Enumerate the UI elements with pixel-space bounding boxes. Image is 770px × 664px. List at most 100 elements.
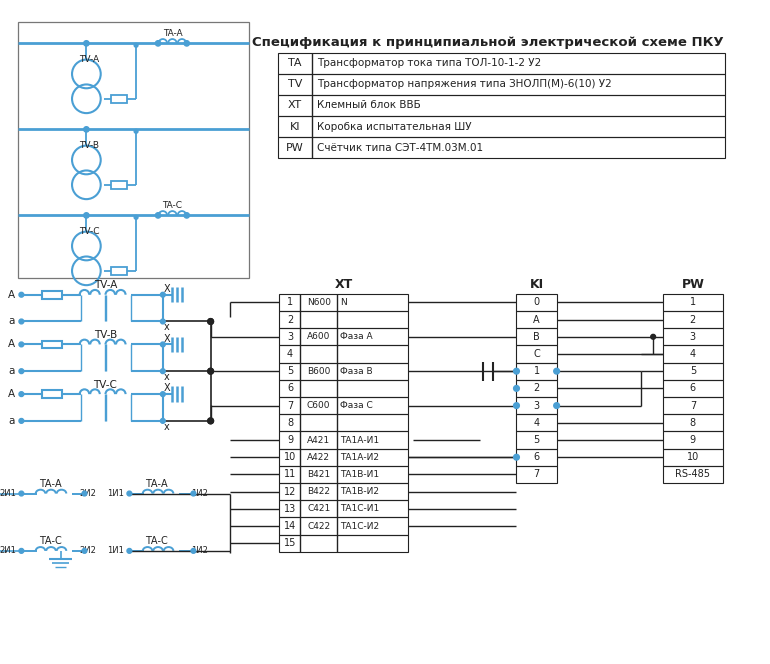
Circle shape [84,127,89,132]
Text: TV-C: TV-C [93,380,118,390]
Bar [280,397,408,414]
Text: 1: 1 [287,297,293,307]
Text: 5: 5 [287,366,293,376]
Circle shape [82,548,87,553]
Circle shape [84,212,89,218]
Text: 7: 7 [534,469,540,479]
Circle shape [160,319,166,324]
Text: TV-B: TV-B [94,330,117,340]
Bar [42,390,62,398]
Bar [517,345,557,363]
Text: ТА1А-И1: ТА1А-И1 [340,436,379,444]
Text: PW: PW [286,143,303,153]
Bar [517,432,557,449]
Text: 10: 10 [284,452,296,462]
Circle shape [554,369,560,374]
Bar [42,291,62,299]
Text: C422: C422 [307,521,330,531]
Bar [663,293,723,311]
Text: 6: 6 [287,383,293,393]
Text: XT: XT [335,278,353,291]
Bar [111,95,126,103]
Bar [517,414,557,432]
Text: TA-C: TA-C [162,201,182,210]
Text: 4: 4 [287,349,293,359]
Text: 3: 3 [690,332,696,342]
Text: A: A [534,315,540,325]
Bar [277,53,725,74]
Text: TV-C: TV-C [79,227,99,236]
Text: 5: 5 [690,366,696,376]
Bar [18,23,249,278]
Text: C421: C421 [307,505,330,513]
Text: 12: 12 [284,487,296,497]
Bar [663,432,723,449]
Circle shape [19,392,24,396]
Circle shape [191,491,196,496]
Bar [663,345,723,363]
Circle shape [191,548,196,553]
Bar [517,449,557,466]
Text: TV-A: TV-A [79,55,99,64]
Text: 2И1: 2И1 [0,489,16,498]
Bar [280,500,408,517]
Circle shape [19,369,24,374]
Bar [663,466,723,483]
Text: a: a [8,366,15,376]
Bar [517,380,557,397]
Text: 8: 8 [287,418,293,428]
Bar [280,328,408,345]
Circle shape [208,369,213,374]
Bar [517,466,557,483]
Bar [663,328,723,345]
Text: X: X [163,284,170,294]
Text: 2: 2 [534,383,540,393]
Text: A422: A422 [307,453,330,461]
Bar [280,311,408,328]
Bar [277,137,725,158]
Circle shape [208,319,213,324]
Text: ТА1В-И1: ТА1В-И1 [340,470,379,479]
Text: 6: 6 [534,452,540,462]
Bar [42,341,62,348]
Text: x: x [164,322,169,332]
Text: 1: 1 [534,366,540,376]
Circle shape [160,418,166,423]
Bar [280,466,408,483]
Text: 9: 9 [690,435,696,445]
Circle shape [19,548,24,553]
Text: 10: 10 [687,452,699,462]
Circle shape [84,41,89,46]
Circle shape [134,215,138,219]
Bar [663,311,723,328]
Bar [277,116,725,137]
Bar [280,414,408,432]
Bar [277,74,725,95]
Text: ТА-С: ТА-С [145,537,168,546]
Text: Трансформатор тока типа ТОЛ-10-1-2 У2: Трансформатор тока типа ТОЛ-10-1-2 У2 [316,58,541,68]
Circle shape [19,491,24,496]
Text: 6: 6 [690,383,696,393]
Text: PW: PW [681,278,705,291]
Bar [280,345,408,363]
Circle shape [19,418,24,423]
Text: 1И1: 1И1 [106,546,123,555]
Bar [517,293,557,311]
Circle shape [160,369,166,374]
Text: KI: KI [290,122,300,131]
Circle shape [514,403,519,408]
Text: Коробка испытательная ШУ: Коробка испытательная ШУ [316,122,471,131]
Text: Фаза A: Фаза A [340,332,372,341]
Text: X: X [163,334,170,344]
Bar [280,432,408,449]
Circle shape [82,491,87,496]
Bar [663,397,723,414]
Text: 1И2: 1И2 [191,546,208,555]
Text: a: a [8,317,15,327]
Text: 0: 0 [534,297,540,307]
Text: X: X [163,383,170,393]
Text: 2И2: 2И2 [80,546,97,555]
Text: A: A [8,290,15,299]
Text: B: B [533,332,540,342]
Circle shape [184,212,189,218]
